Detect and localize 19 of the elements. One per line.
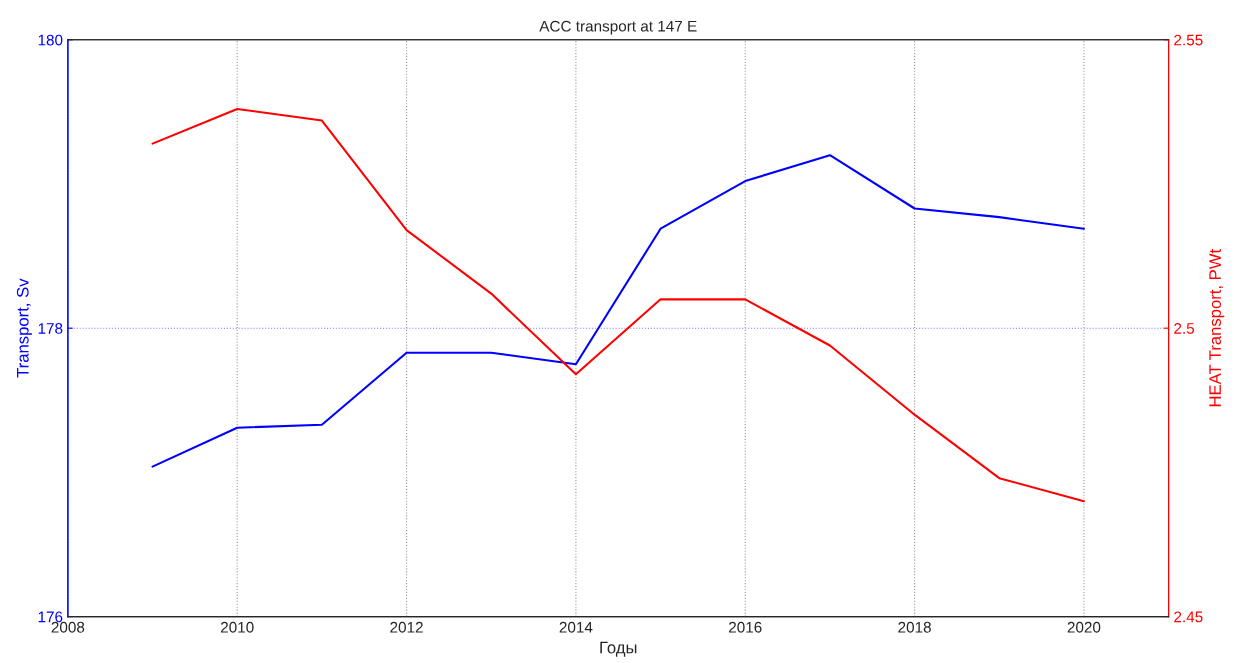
y-tick-label: 178 bbox=[38, 323, 63, 334]
y-tick-label: 176 bbox=[38, 611, 63, 623]
x-tick-label: 2008 bbox=[51, 621, 85, 633]
y-axis-title: Transport, Sv bbox=[16, 278, 32, 378]
y2-tick-label: 2.45 bbox=[1174, 611, 1203, 623]
y2-axis-title: HEAT Transport, PWt bbox=[1209, 248, 1225, 407]
line-series bbox=[151, 107, 1085, 503]
x-tick-label: 2010 bbox=[220, 621, 254, 633]
y2-tick-label: 2.55 bbox=[1174, 34, 1203, 46]
y2-tick-label: 2.5 bbox=[1174, 323, 1195, 334]
x-tick-label: 2012 bbox=[390, 621, 423, 633]
x-tick-label: 2014 bbox=[559, 621, 593, 633]
x-tick-label: 2020 bbox=[1067, 621, 1101, 633]
y-tick-label: 180 bbox=[38, 34, 63, 46]
chart-title: ACC transport at 147 E bbox=[539, 20, 697, 35]
line-series bbox=[151, 154, 1085, 468]
x-tick-label: 2016 bbox=[729, 621, 762, 633]
x-axis-title: Годы bbox=[600, 641, 637, 657]
x-tick-label: 2018 bbox=[898, 621, 931, 633]
